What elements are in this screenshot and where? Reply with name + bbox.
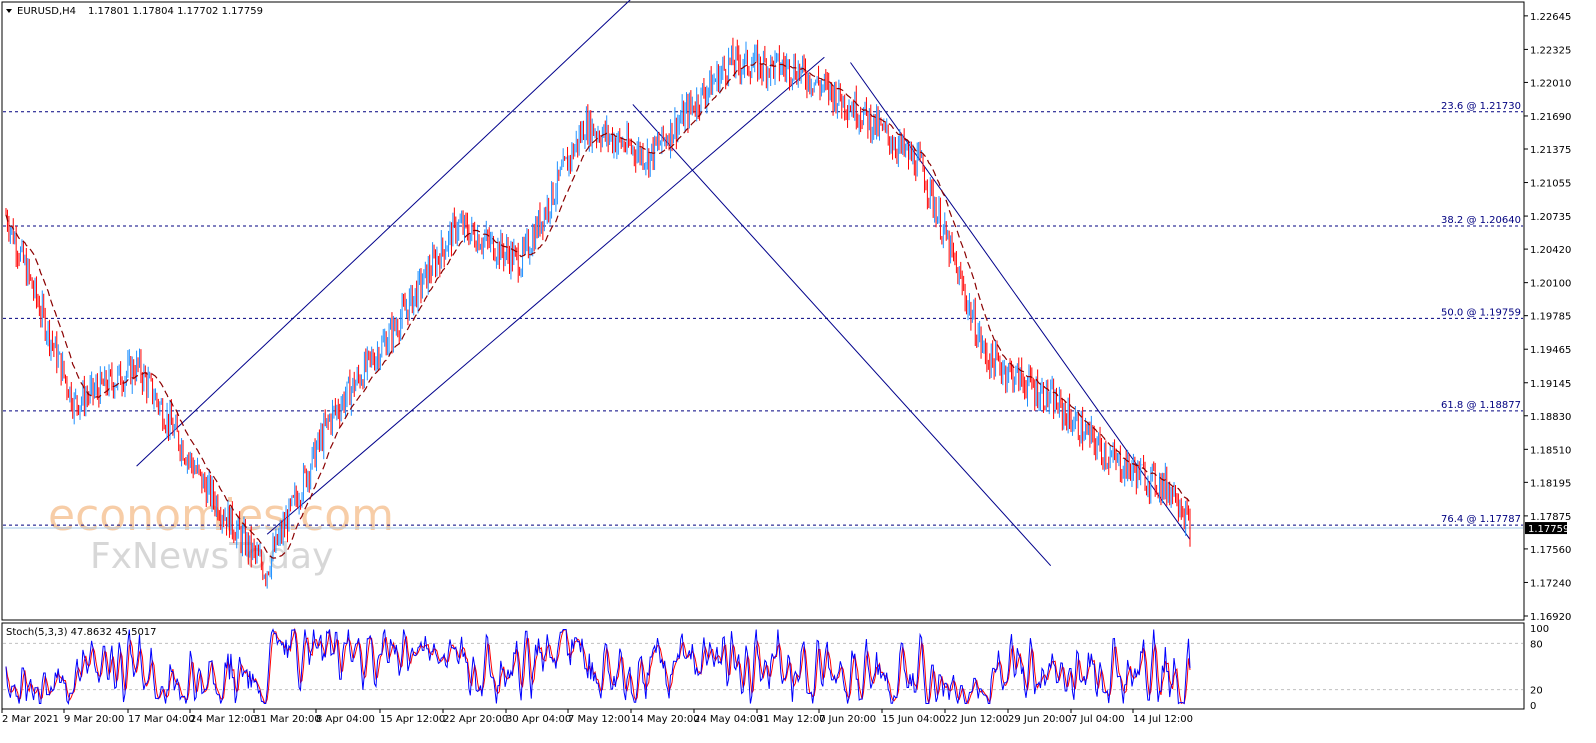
price-tick-label: 1.18510 [1530,445,1571,456]
channel-line-descending-lower[interactable] [632,104,1052,567]
time-tick-label: 7 Jun 20:00 [819,714,876,725]
candlesticks [5,37,1191,589]
price-tick-label: 1.20100 [1530,279,1571,290]
channel-line-ascending-lower[interactable] [266,56,825,535]
price-tick-label: 1.18830 [1530,412,1571,423]
price-tick-label: 1.22645 [1530,12,1571,23]
fib-label: 76.4 @ 1.17787 [1441,514,1521,525]
stoch-tick-label: 80 [1530,639,1543,650]
price-tick-label: 1.19465 [1530,345,1571,356]
quote-values: 1.17801 1.17804 1.17702 1.17759 [88,6,263,17]
moving-average [5,61,1191,559]
time-tick-label: 29 Jun 20:00 [1008,714,1072,725]
price-axis: 1.22645 1.22325 1.22010 1.21690 1.21375 1.210… [1524,12,1571,623]
price-tick-label: 1.20420 [1530,245,1571,256]
time-tick-label: 30 Apr 04:00 [506,714,571,725]
price-tick-label: 1.18195 [1530,478,1571,489]
time-tick-label: 14 Jul 12:00 [1133,714,1193,725]
fib-label: 38.2 @ 1.20640 [1441,215,1521,226]
price-tick-label: 1.22010 [1530,78,1571,89]
time-tick-label: 7 Jul 04:00 [1071,714,1125,725]
stoch-label: Stoch(5,3,3) 47.8632 45.5017 [6,627,157,638]
current-price-label: 1.17759 [1528,524,1569,535]
stochastic-oscillator: 100 80 20 0 [3,624,1549,712]
price-tick-label: 1.21690 [1530,112,1571,123]
time-tick-label: 24 May 04:00 [694,714,763,725]
time-tick-label: 22 Jun 12:00 [945,714,1009,725]
time-tick-label: 15 Jun 04:00 [882,714,946,725]
price-tick-label: 1.17560 [1530,545,1571,556]
stoch-tick-label: 0 [1530,701,1536,712]
price-tick-label: 1.19145 [1530,379,1571,390]
watermark-line2: FxNewsToday [90,536,333,577]
time-tick-label: 2 Mar 2021 [2,714,59,725]
price-pane[interactable] [1,1,1525,621]
time-tick-label: 22 Apr 20:00 [443,714,508,725]
stoch-signal-line [5,627,1191,705]
fibonacci-levels: 23.6 @ 1.21730 38.2 @ 1.20640 50.0 @ 1.197… [3,101,1523,529]
ma-line [5,61,1191,559]
symbol-label: EURUSD,H4 [17,6,76,17]
price-tick-label: 1.17875 [1530,512,1571,523]
time-tick-label: 8 Apr 04:00 [316,714,375,725]
price-tick-label: 1.22325 [1530,45,1571,56]
price-tick-label: 1.19785 [1530,312,1571,323]
price-tick-label: 1.21055 [1530,179,1571,190]
price-tick-label: 1.20735 [1530,212,1571,223]
time-tick-label: 24 Mar 12:00 [190,714,257,725]
time-tick-label: 31 May 12:00 [757,714,826,725]
price-tick-label: 1.21375 [1530,145,1571,156]
fib-label: 50.0 @ 1.19759 [1441,307,1521,318]
channel-line-ascending-upper[interactable] [136,0,642,467]
fib-label: 61.8 @ 1.18877 [1441,400,1521,411]
stoch-pane[interactable] [1,622,1525,710]
dropdown-triangle-icon[interactable] [6,9,12,13]
time-tick-label: 7 May 12:00 [568,714,630,725]
price-tick-label: 1.17240 [1530,578,1571,589]
stoch-main-line [5,628,1191,705]
stoch-tick-label: 100 [1530,624,1549,635]
time-tick-label: 15 Apr 12:00 [380,714,445,725]
time-tick-label: 14 May 20:00 [631,714,700,725]
price-tick-label: 1.16920 [1530,612,1571,623]
fib-label: 23.6 @ 1.21730 [1441,101,1521,112]
stoch-tick-label: 20 [1530,686,1543,697]
time-tick-label: 9 Mar 20:00 [64,714,124,725]
chart-header: EURUSD,H4 1.17801 1.17804 1.17702 1.1775… [6,6,263,17]
current-price-tag: 1.17759 [1525,522,1569,535]
time-tick-label: 17 Mar 04:00 [128,714,195,725]
time-tick-label: 31 Mar 20:00 [254,714,321,725]
